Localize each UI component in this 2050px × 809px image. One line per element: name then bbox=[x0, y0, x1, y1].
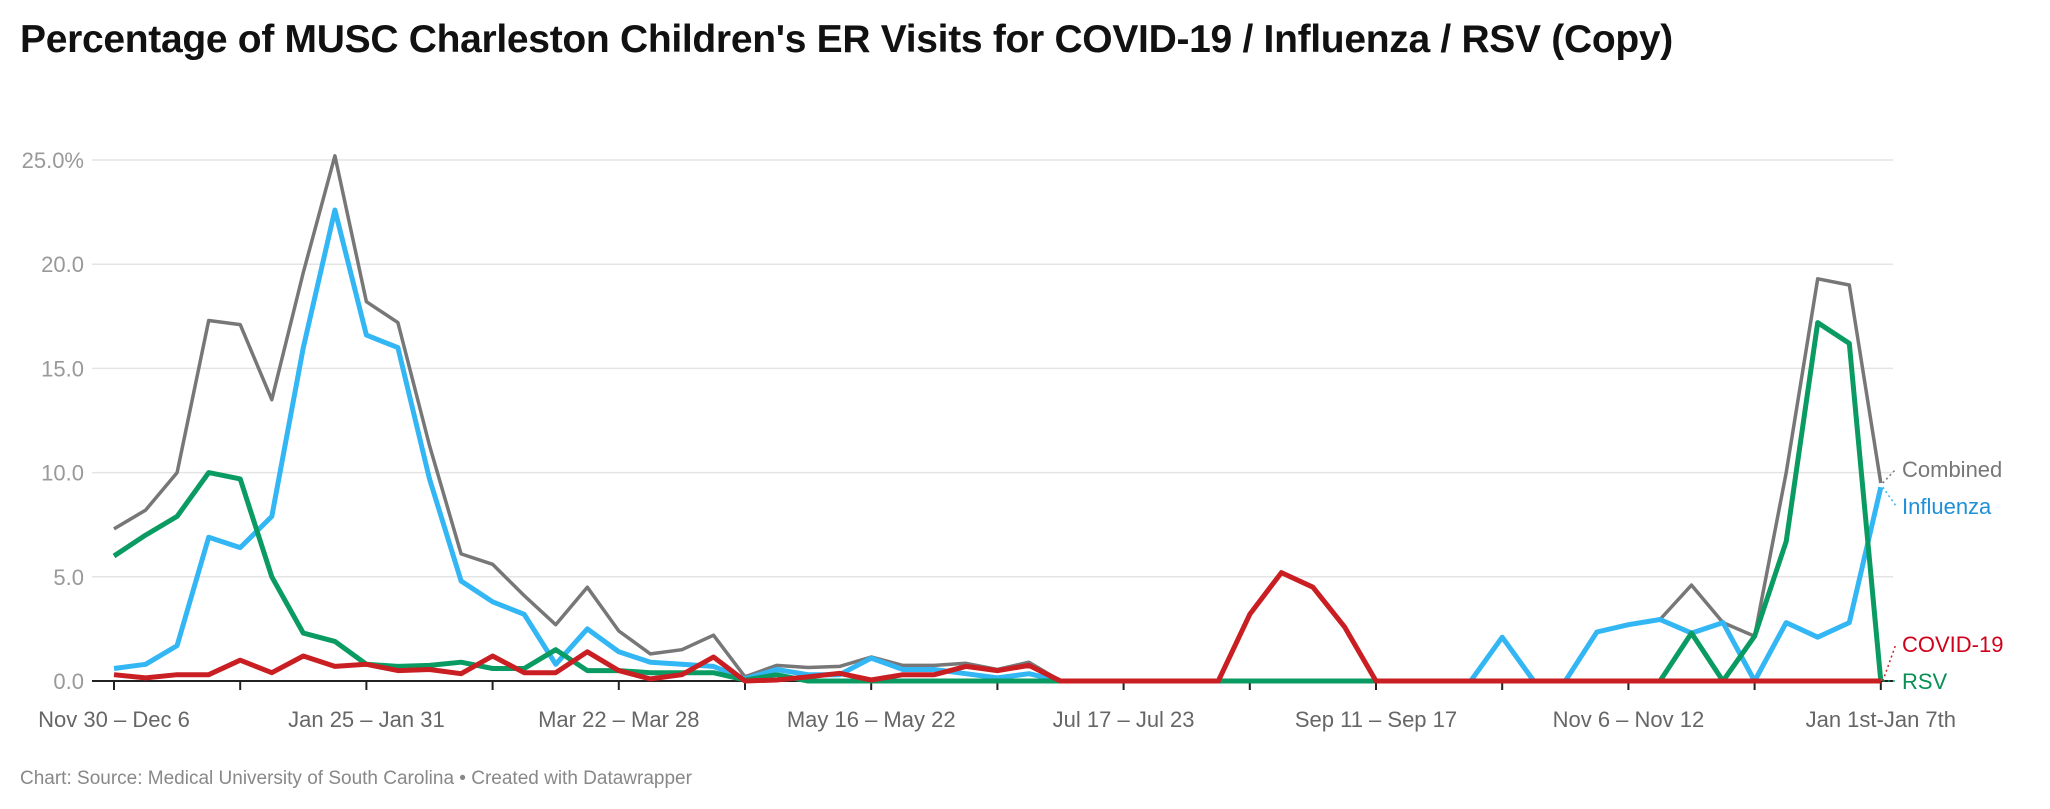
x-tick-label: May 16 – May 22 bbox=[787, 707, 956, 732]
y-tick-label: 5.0 bbox=[53, 565, 84, 590]
series-label: RSV bbox=[1902, 669, 1948, 694]
y-tick-label: 10.0 bbox=[41, 461, 84, 486]
x-tick-label: Sep 11 – Sep 17 bbox=[1295, 707, 1457, 732]
x-tick-label: Jul 17 – Jul 23 bbox=[1053, 707, 1195, 732]
series-label: COVID-19 bbox=[1902, 632, 2003, 657]
x-tick-label: Jan 1st-Jan 7th bbox=[1806, 707, 1956, 732]
y-tick-label: 25.0% bbox=[22, 148, 84, 173]
series-line bbox=[113, 154, 1883, 683]
series-combined bbox=[113, 154, 1883, 683]
x-tick-label: Nov 30 – Dec 6 bbox=[38, 707, 190, 732]
series-covid-19 bbox=[113, 570, 1881, 684]
label-connector bbox=[1882, 643, 1897, 682]
label-connector bbox=[1882, 468, 1897, 484]
x-tick-label: Nov 6 – Nov 12 bbox=[1553, 707, 1705, 732]
x-tick-label: Jan 25 – Jan 31 bbox=[288, 707, 445, 732]
y-tick-label: 20.0 bbox=[41, 252, 84, 277]
x-tick-label: Mar 22 – Mar 28 bbox=[538, 707, 699, 732]
series-line bbox=[113, 207, 1884, 684]
series-label: Influenza bbox=[1902, 494, 1992, 519]
chart-title: Percentage of MUSC Charleston Children's… bbox=[20, 18, 1673, 61]
y-tick-label: 15.0 bbox=[41, 356, 84, 381]
series-influenza bbox=[113, 207, 1884, 684]
chart-source-footer: Chart: Source: Medical University of Sou… bbox=[20, 768, 692, 789]
y-tick-label: 0.0 bbox=[53, 669, 84, 694]
label-connector bbox=[1882, 486, 1897, 507]
series-label: Combined bbox=[1902, 457, 2002, 482]
